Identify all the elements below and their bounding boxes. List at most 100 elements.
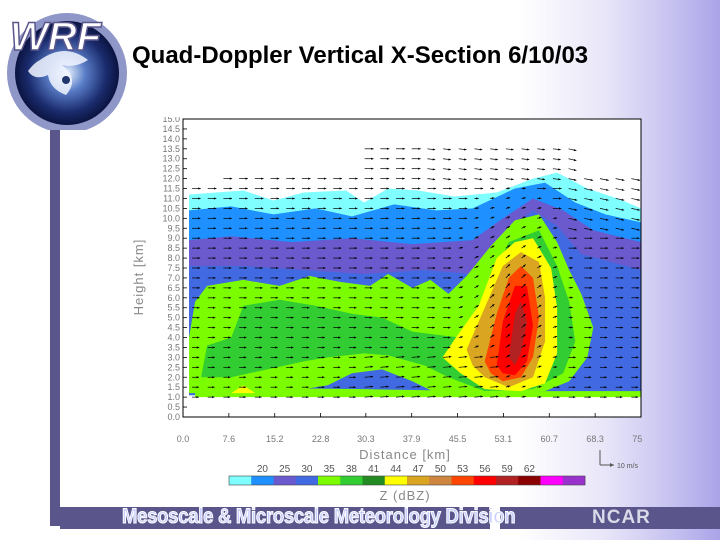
wind-vector-head xyxy=(574,228,577,231)
colorbar-swatch xyxy=(429,476,452,485)
wind-vector-head xyxy=(197,256,201,260)
wind-vector-head xyxy=(260,247,263,250)
wind-vector-head xyxy=(507,385,511,388)
wind-vector-head xyxy=(464,207,468,210)
wind-vector-head xyxy=(620,316,624,319)
wind-vector-head xyxy=(417,256,420,260)
wind-vector-head xyxy=(417,207,421,210)
wind-vector-head xyxy=(464,178,467,181)
wind-vector-head xyxy=(507,235,511,238)
wind-vector-head xyxy=(339,217,342,220)
wind-vector-head xyxy=(402,167,405,170)
field-surface-band xyxy=(195,387,641,398)
wind-vector-head xyxy=(636,326,639,329)
wind-vector-head xyxy=(292,207,295,210)
wind-vector-head xyxy=(448,178,451,181)
x-axis-label: Distance [km] xyxy=(359,447,451,462)
wind-vector-head xyxy=(621,286,624,289)
wind-vector-head xyxy=(543,187,546,190)
wind-vector-head xyxy=(306,346,310,349)
wind-vector-head xyxy=(554,325,558,328)
wind-vector-head xyxy=(244,336,247,339)
wind-vector-head xyxy=(227,376,231,379)
wind-vector-head xyxy=(228,316,231,319)
wind-vector-head xyxy=(276,247,279,250)
wind-vector-head xyxy=(337,356,341,359)
wind-vector-head xyxy=(291,286,294,289)
wind-vector-head xyxy=(554,305,558,309)
wind-vector-head xyxy=(554,355,558,359)
wind-vector-head xyxy=(417,365,421,368)
wind-vector-head xyxy=(495,158,498,161)
wind-vector-head xyxy=(307,227,311,230)
wind-vector-head xyxy=(620,306,624,309)
wind-vector-head xyxy=(538,304,542,308)
wind-vector-head xyxy=(476,226,479,229)
wind-vector-head xyxy=(228,276,232,280)
wind-vector-head xyxy=(338,286,342,289)
wind-vector-head xyxy=(574,198,578,201)
wind-vector-head xyxy=(507,313,511,316)
wind-vector-head xyxy=(323,237,326,240)
wind-vector-head xyxy=(606,178,609,181)
wind-vector-head xyxy=(323,177,327,180)
wind-vector-head xyxy=(433,227,436,230)
wind-vector-head xyxy=(448,286,451,289)
wind-vector-head xyxy=(448,326,451,329)
wind-vector-head xyxy=(460,286,463,289)
colorbar-swatch xyxy=(407,476,430,485)
division-name: Mesoscale & Microscale Meteorology Divis… xyxy=(122,505,516,529)
wind-vector-head xyxy=(212,306,216,309)
wind-vector-head xyxy=(604,356,608,359)
y-tick-label: 2.5 xyxy=(167,362,180,372)
wind-vector-head xyxy=(370,395,374,398)
wind-vector-head xyxy=(307,256,310,260)
wind-vector-head xyxy=(432,168,436,171)
wind-vector-head xyxy=(636,266,640,270)
wind-vector-head xyxy=(636,306,639,309)
wind-vector-head xyxy=(590,218,593,221)
wind-vector-head xyxy=(448,365,452,368)
wind-vector-head xyxy=(416,306,420,309)
colorbar-tick-label: 47 xyxy=(413,464,425,475)
wind-vector-head xyxy=(307,207,311,210)
wind-vector-head xyxy=(338,296,341,299)
field-56dbz xyxy=(508,301,527,366)
wind-vector-head xyxy=(401,326,404,329)
wind-vector-head xyxy=(291,296,294,299)
wind-vector-head xyxy=(574,247,577,250)
wind-vector-head xyxy=(538,275,542,278)
colorbar: 20 25 30 35 38 41 44 47 50 53 56 59 62 xyxy=(228,464,586,486)
wind-vector-head xyxy=(386,375,389,378)
wind-vector-head xyxy=(538,236,542,239)
wind-vector-head xyxy=(339,207,342,210)
footer-band-left xyxy=(60,507,490,529)
wind-vector-head xyxy=(620,336,623,339)
wind-vector-head xyxy=(637,247,640,250)
colorbar-swatch xyxy=(318,476,341,485)
wind-vector-head xyxy=(496,355,499,358)
wind-vector-head xyxy=(244,326,247,329)
wind-vector-head xyxy=(417,276,420,280)
wind-vector-head xyxy=(244,256,248,260)
wind-vector-head xyxy=(339,177,343,180)
wind-vector-head xyxy=(385,336,388,339)
y-tick-label: 5.5 xyxy=(167,303,180,313)
wind-vector-head xyxy=(432,296,436,299)
wind-vector-head xyxy=(353,326,357,329)
wind-vector-head xyxy=(338,276,342,280)
wind-vector-head xyxy=(572,396,576,399)
wind-vector-head xyxy=(261,177,264,180)
wind-vector-head xyxy=(554,217,558,220)
wind-vector-head xyxy=(507,365,511,368)
wind-vector-head xyxy=(496,385,499,388)
wind-vector-head xyxy=(635,376,639,379)
wind-vector-head xyxy=(538,355,542,358)
wind-vector-head xyxy=(433,207,436,210)
wind-vector-head xyxy=(245,207,248,210)
colorbar-swatch xyxy=(518,476,541,485)
wind-vector-head xyxy=(433,197,436,200)
wind-vector-head xyxy=(605,198,609,201)
wind-vector-head xyxy=(401,276,404,280)
wind-vector-head xyxy=(523,283,526,287)
